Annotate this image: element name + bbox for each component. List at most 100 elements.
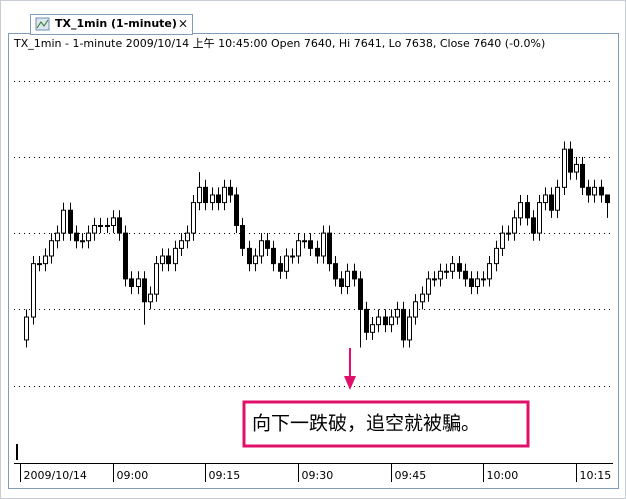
candle-body <box>327 232 332 265</box>
candle-body <box>345 270 350 288</box>
candle-body <box>475 278 480 288</box>
x-tick-label: 09:30 <box>302 469 334 482</box>
candle-body <box>86 232 91 242</box>
candle-body <box>129 278 134 288</box>
candle-body <box>31 263 36 318</box>
candle-body <box>549 194 554 211</box>
candle-body <box>253 255 258 265</box>
candle-body <box>494 247 499 265</box>
candle-body <box>265 240 270 249</box>
candle-body <box>228 186 233 196</box>
candle-body <box>426 278 431 295</box>
candle-body <box>278 263 283 272</box>
candle-body <box>555 186 560 211</box>
candle-body <box>191 202 196 234</box>
annotation-box <box>242 400 530 448</box>
candle-body <box>216 194 221 204</box>
candle-body <box>296 240 301 257</box>
prior-mark <box>16 444 18 460</box>
candle-body <box>592 186 597 196</box>
candle-body <box>37 263 42 266</box>
candle-body <box>302 240 307 243</box>
candle-body <box>432 278 437 281</box>
candle-body <box>500 232 505 249</box>
candle-body <box>444 270 449 273</box>
candle-body <box>339 278 344 288</box>
candle-body <box>185 232 190 242</box>
candle-body <box>395 308 400 318</box>
candle-body <box>457 263 462 272</box>
candle-body <box>481 278 486 281</box>
candle-body <box>136 278 141 288</box>
candle-body <box>43 255 48 265</box>
candle-body <box>413 301 418 318</box>
x-tick-label: 09:00 <box>117 469 149 482</box>
candle-body <box>450 263 455 272</box>
candle-body <box>315 247 320 257</box>
tab-title: TX_1min (1-minute) <box>55 17 177 30</box>
candle-body <box>55 232 60 242</box>
candle-body <box>117 217 122 234</box>
candle-body <box>401 308 406 341</box>
candle-body <box>68 209 73 234</box>
candle-body <box>160 255 165 265</box>
candle-body <box>506 232 511 235</box>
candle-body <box>271 247 276 265</box>
candle-body <box>105 224 110 227</box>
candle-body <box>154 263 159 295</box>
candle-body <box>586 186 591 196</box>
candle-body <box>92 224 97 234</box>
candle-body <box>463 270 468 280</box>
x-tick-label: 10:00 <box>487 469 519 482</box>
candle-body <box>308 240 313 249</box>
arrow-head <box>344 376 356 390</box>
candle-body <box>179 240 184 249</box>
candle-body <box>166 255 171 265</box>
candle-body <box>383 316 388 326</box>
candle-body <box>376 316 381 326</box>
candle-body <box>80 240 85 243</box>
candle-body <box>352 270 357 280</box>
tab-icon-line <box>36 19 49 29</box>
candle-body <box>210 194 215 204</box>
candle-body <box>142 278 147 303</box>
candle-body <box>240 224 245 249</box>
candle-body <box>197 186 202 204</box>
candle-body <box>370 324 375 333</box>
candle-body <box>469 278 474 288</box>
candle-body <box>599 186 604 196</box>
candle-body <box>389 316 394 326</box>
candle-body <box>234 194 239 226</box>
candle-body <box>543 194 548 204</box>
candle-body <box>74 232 79 242</box>
candle-body <box>605 194 610 204</box>
candle-body <box>290 255 295 258</box>
candle-body <box>333 263 338 280</box>
tab[interactable] <box>30 14 193 35</box>
candle-body <box>222 186 227 204</box>
candle-body <box>24 316 29 341</box>
candle-body <box>438 270 443 280</box>
candle-body <box>173 247 178 265</box>
x-tick-label: 2009/10/14 <box>24 469 87 482</box>
candle-body <box>407 316 412 341</box>
candle-body <box>247 247 252 265</box>
candle-body <box>531 217 536 234</box>
candle-body <box>364 308 369 333</box>
candle-body <box>358 278 363 310</box>
candle-body <box>61 209 66 234</box>
tab-close[interactable]: × <box>178 17 188 31</box>
candle-body <box>562 148 567 188</box>
annotation: 向下一跌破，追空就被騙。 <box>252 413 480 435</box>
candle-body <box>580 163 585 188</box>
x-tick-label: 09:45 <box>395 469 427 482</box>
candle-body <box>259 240 264 257</box>
candle-body <box>148 293 153 303</box>
candle-body <box>203 186 208 204</box>
candle-body <box>574 163 579 173</box>
candle-body <box>512 217 517 234</box>
candle-body <box>49 240 54 257</box>
candle-body <box>487 263 492 280</box>
candle-body <box>518 202 523 219</box>
candle-body <box>568 148 573 173</box>
